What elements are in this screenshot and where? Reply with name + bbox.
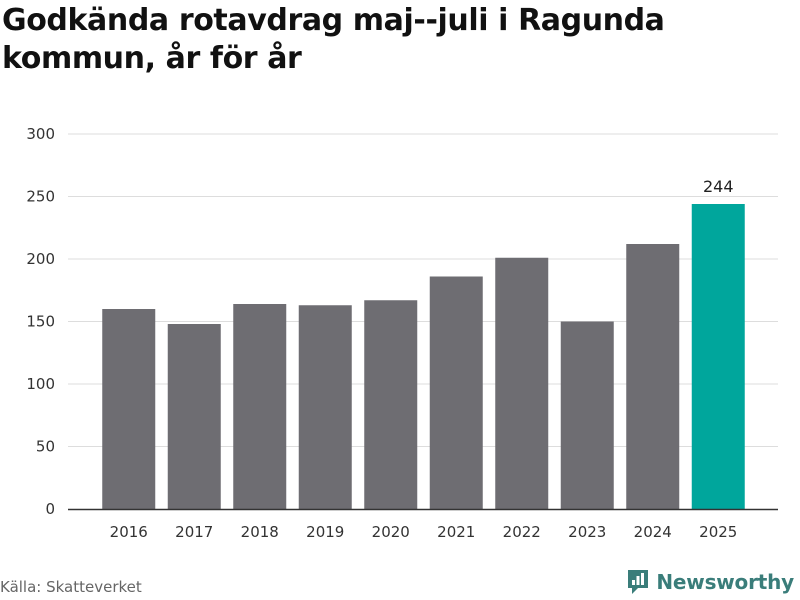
x-tick-label: 2017	[175, 523, 213, 541]
y-tick-label: 0	[45, 500, 55, 518]
x-tick-label: 2025	[699, 523, 737, 541]
bar-2023	[560, 321, 614, 509]
y-axis-ticks: 0 50 100 150 200 250 300	[26, 125, 55, 518]
bars	[102, 204, 745, 509]
bar-2024	[626, 244, 680, 509]
y-tick-label: 250	[26, 188, 55, 206]
bar-2021	[429, 276, 483, 509]
bar-2022	[495, 257, 549, 509]
chart-title: Godkända rotavdrag maj--juli i Ragunda k…	[2, 3, 665, 76]
bar-2025	[691, 204, 745, 509]
bar-2019	[298, 305, 352, 509]
x-axis-ticks: 2016 2017 2018 2019 2020 2021 2022 2023 2024 2025	[110, 523, 738, 541]
brand-name: Newsworthy	[656, 570, 794, 594]
y-tick-label: 150	[26, 313, 55, 331]
data-labels: 244	[703, 177, 734, 196]
newsworthy-logo-icon	[628, 570, 649, 594]
bar-2018	[233, 304, 287, 509]
bar-2016	[102, 309, 156, 509]
x-tick-label: 2019	[306, 523, 344, 541]
x-tick-label: 2016	[110, 523, 148, 541]
x-tick-label: 2021	[437, 523, 475, 541]
x-tick-label: 2020	[372, 523, 410, 541]
source-note: Källa: Skatteverket	[0, 578, 142, 596]
bar-2017	[167, 324, 221, 509]
data-label: 244	[703, 177, 734, 196]
x-tick-label: 2023	[568, 523, 606, 541]
x-tick-label: 2024	[634, 523, 672, 541]
y-tick-label: 100	[26, 375, 55, 393]
bar-2020	[364, 300, 418, 509]
brand-logo: Newsworthy	[626, 568, 794, 596]
x-tick-label: 2018	[241, 523, 279, 541]
y-tick-label: 300	[26, 125, 55, 143]
y-tick-label: 50	[36, 438, 55, 456]
y-tick-label: 200	[26, 250, 55, 268]
x-tick-label: 2022	[503, 523, 541, 541]
